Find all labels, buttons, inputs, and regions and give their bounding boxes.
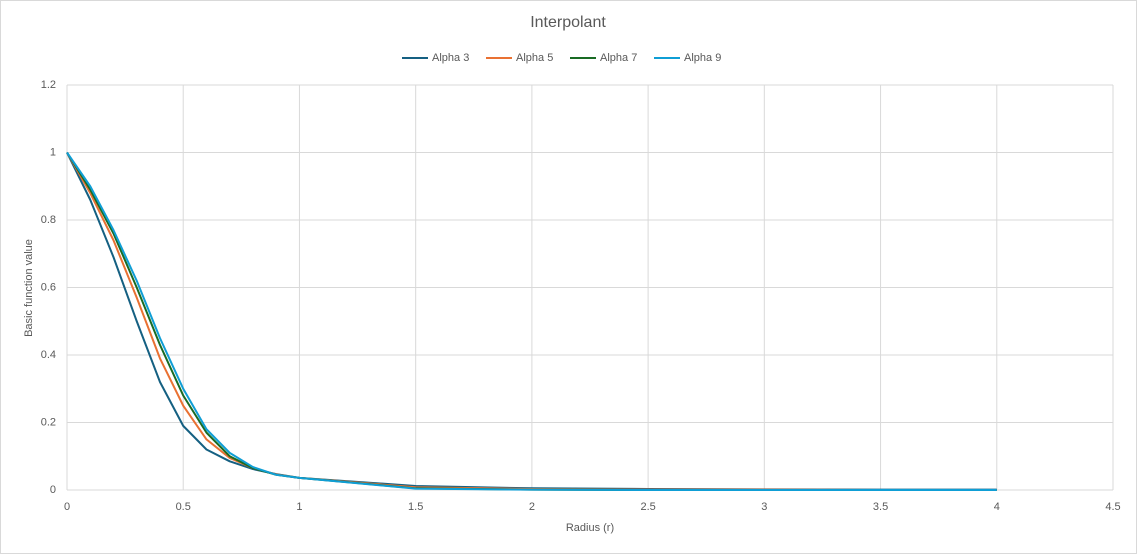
legend-label: Alpha 9 (684, 52, 721, 64)
y-tick-label: 0 (50, 484, 56, 496)
legend-label: Alpha 7 (600, 52, 637, 64)
y-tick-label: 0.2 (41, 416, 56, 428)
x-tick-label: 1.5 (408, 501, 423, 513)
x-axis-title: Radius (r) (566, 522, 614, 534)
x-tick-label: 3.5 (873, 501, 888, 513)
chart-title: Interpolant (530, 14, 606, 31)
y-tick-label: 1.2 (41, 79, 56, 91)
legend-label: Alpha 3 (432, 52, 469, 64)
series-line (66, 151, 997, 491)
legend-label: Alpha 5 (516, 52, 553, 64)
y-tick-label: 1 (50, 146, 56, 158)
y-tick-label: 0.8 (41, 214, 56, 226)
x-tick-label: 2 (529, 501, 535, 513)
x-tick-label: 1 (296, 501, 302, 513)
x-tick-label: 4 (994, 501, 1000, 513)
x-tick-label: 4.5 (1105, 501, 1120, 513)
y-tick-label: 0.6 (41, 281, 56, 293)
x-tick-label: 0 (64, 501, 70, 513)
x-tick-label: 0.5 (176, 501, 191, 513)
y-axis-title: Basic function value (23, 239, 35, 337)
y-tick-label: 0.4 (41, 349, 56, 361)
x-tick-label: 3 (761, 501, 767, 513)
x-tick-label: 2.5 (640, 501, 655, 513)
